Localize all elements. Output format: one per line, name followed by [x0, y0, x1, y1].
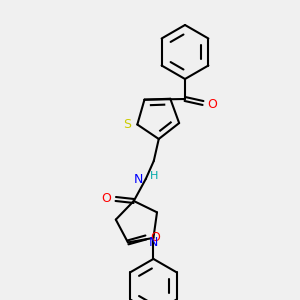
Text: H: H — [150, 171, 158, 181]
Text: O: O — [207, 98, 217, 110]
Text: N: N — [134, 173, 143, 187]
Text: O: O — [150, 231, 160, 244]
Text: S: S — [123, 118, 131, 131]
Text: O: O — [101, 193, 111, 206]
Text: N: N — [149, 236, 158, 249]
